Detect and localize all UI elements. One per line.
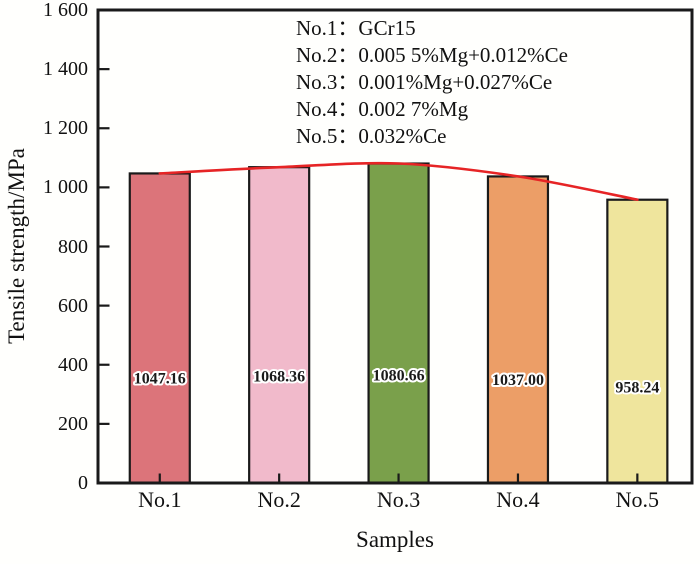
bar-no3 [367, 162, 430, 485]
plot-frame [96, 8, 694, 485]
y-tick-label-0: 0 [78, 472, 88, 494]
y-tick-label-200: 200 [58, 412, 88, 435]
legend-entry-2: No.2：0.005 5%Mg+0.012%Ce [296, 43, 568, 67]
y-tick-label-1200: 1 200 [43, 117, 88, 140]
y-tick-label-400: 400 [58, 353, 88, 376]
x-tick-label-no3: No.3 [376, 487, 421, 512]
x-tick-label-no2: No.2 [257, 487, 301, 512]
x-tick-label-no5: No.5 [615, 487, 660, 512]
x-axis-title: Samples [356, 527, 434, 552]
bar-value-label-no2: 1068.36 [253, 369, 305, 386]
legend: No.1：GCr15 No.2：0.005 5%Mg+0.012%Ce No.3：0… [296, 15, 568, 150]
x-tick-label-no1: No.1 [138, 487, 182, 512]
bar-no1 [128, 172, 191, 485]
y-tick-label-1000: 1 000 [43, 176, 88, 199]
x-tick-label-no4: No.4 [496, 487, 540, 512]
bar-value-label-no4: 1037.00 [492, 372, 544, 389]
bar-value-label-no1: 1047.16 [134, 371, 186, 388]
bar-no5 [606, 198, 669, 485]
bar-no2 [248, 166, 311, 485]
bar-value-label-no5: 958.24 [615, 380, 659, 397]
bar-value-label-no3: 1080.66 [373, 367, 425, 384]
y-tick-label-800: 800 [58, 235, 88, 258]
y-tick-label-600: 600 [58, 294, 88, 317]
y-tick-label-1600: 1 600 [43, 0, 88, 21]
legend-entry-1: No.1：GCr15 [296, 16, 416, 40]
y-tick-label-1400: 1 400 [43, 58, 88, 81]
legend-entry-3: No.3：0.001%Mg+0.027%Ce [296, 70, 553, 94]
bar-no4 [486, 175, 550, 485]
trend-line [158, 161, 639, 201]
legend-entry-5: No.5：0.032%Ce [296, 124, 447, 148]
legend-entry-4: No.4：0.002 7%Mg [296, 97, 469, 121]
